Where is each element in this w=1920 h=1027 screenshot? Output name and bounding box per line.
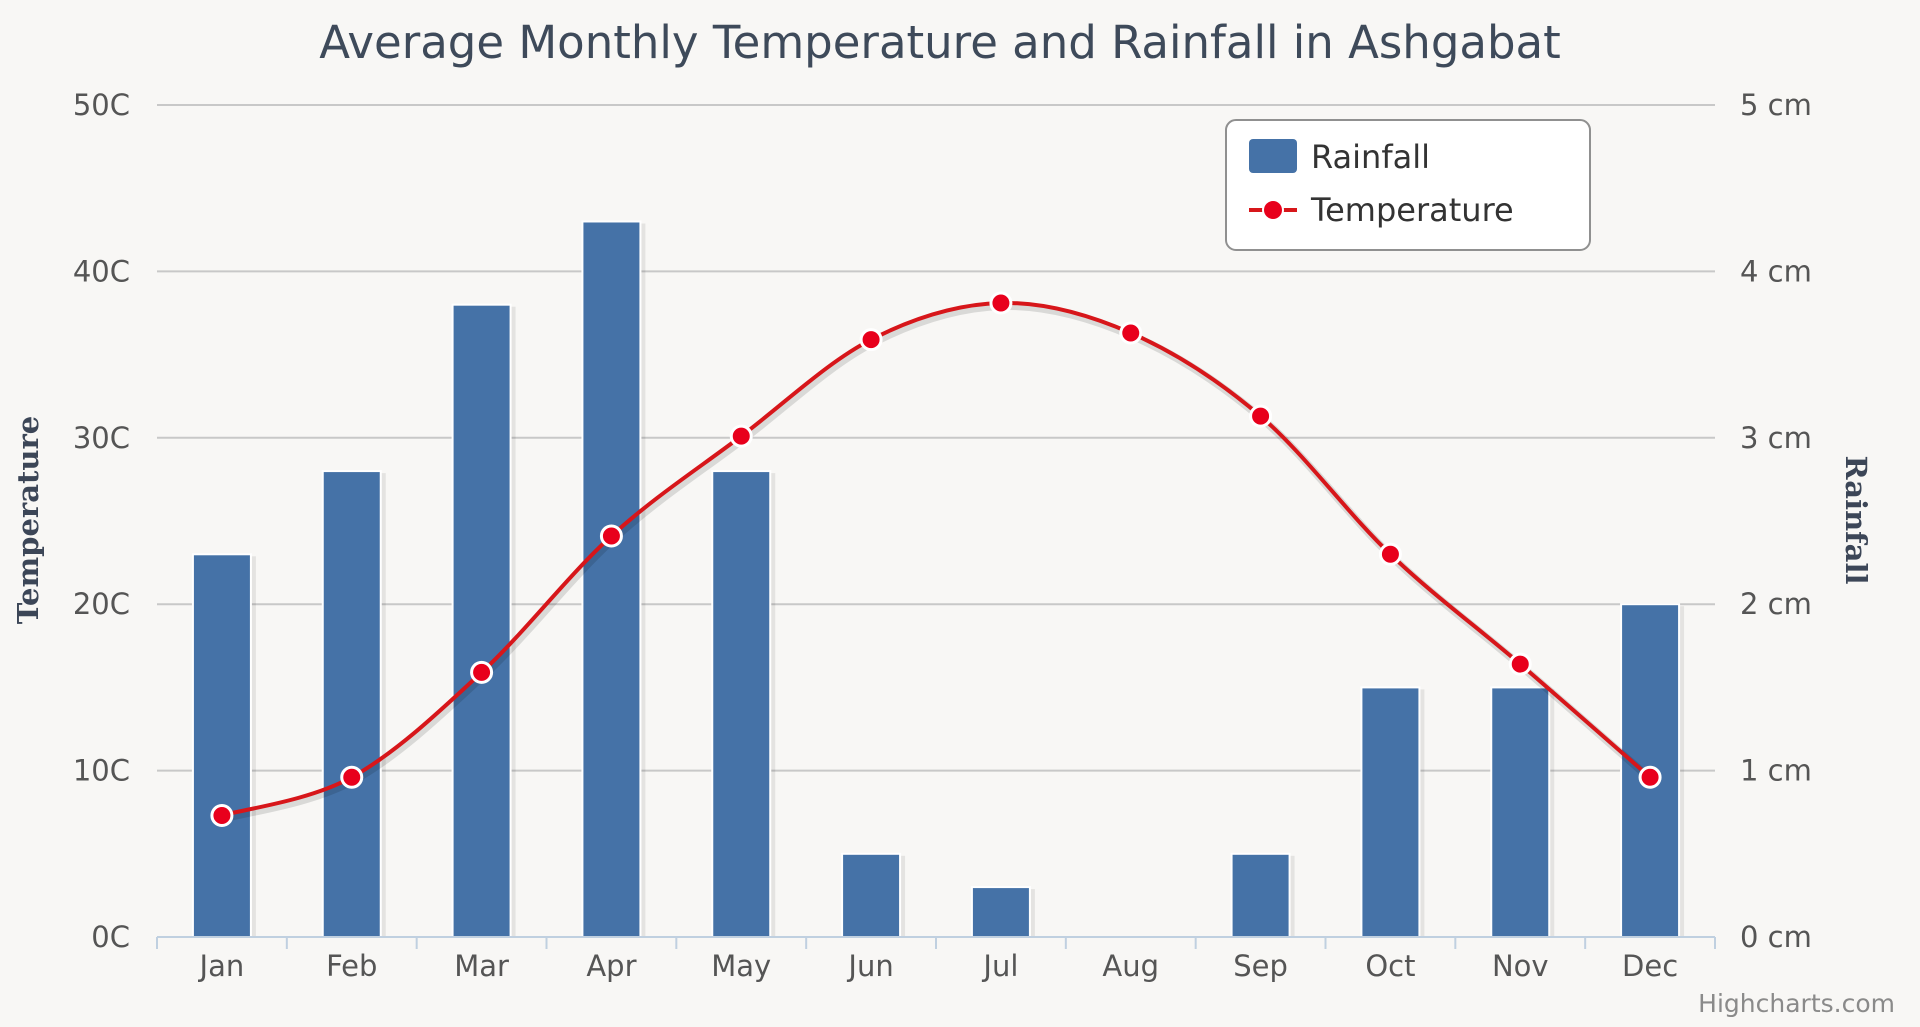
chart-title: Average Monthly Temperature and Rainfall… bbox=[319, 16, 1561, 69]
y-right-tick-label: 5 cm bbox=[1740, 88, 1812, 122]
x-tick-label: May bbox=[711, 949, 771, 983]
legend[interactable]: Rainfall Temperature bbox=[1225, 119, 1591, 251]
rainfall-bar-jan[interactable] bbox=[191, 553, 252, 939]
temperature-point-feb[interactable] bbox=[340, 765, 364, 789]
temperature-point-may[interactable] bbox=[729, 424, 753, 448]
rainfall-bar-may[interactable] bbox=[711, 470, 772, 938]
x-tick-label: Oct bbox=[1365, 949, 1415, 983]
rainfall-bar-jun[interactable] bbox=[841, 852, 902, 938]
y-left-tick-label: 30C bbox=[73, 421, 130, 455]
x-tick-label: Nov bbox=[1492, 949, 1549, 983]
temperature-point-apr[interactable] bbox=[599, 524, 623, 548]
legend-temperature-marker bbox=[1262, 199, 1284, 221]
rainfall-bar-mar[interactable] bbox=[451, 303, 512, 938]
y-left-tick-label: 20C bbox=[73, 587, 130, 621]
rainfall-bar-jul[interactable] bbox=[970, 886, 1031, 939]
temperature-point-jan[interactable] bbox=[210, 804, 234, 828]
legend-rainfall-label: Rainfall bbox=[1311, 138, 1430, 176]
y-right-tick-label: 1 cm bbox=[1740, 754, 1812, 788]
temperature-point-mar[interactable] bbox=[470, 660, 494, 684]
y-left-tick-label: 40C bbox=[73, 254, 130, 288]
rainfall-bar-oct[interactable] bbox=[1360, 686, 1421, 939]
x-axis: Jan Feb Mar Apr May Jun Jul Aug Sep Oct Nov Dec bbox=[156, 936, 1716, 983]
temperature-point-aug[interactable] bbox=[1119, 321, 1143, 345]
y-axis-right: 0 cm 1 cm 2 cm 3 cm 4 cm 5 cm bbox=[1740, 88, 1812, 954]
temperature-point-nov[interactable] bbox=[1508, 652, 1532, 676]
y-left-tick-label: 10C bbox=[73, 754, 130, 788]
y-right-tick-label: 4 cm bbox=[1740, 254, 1812, 288]
rainfall-bars bbox=[191, 220, 1685, 939]
x-tick-label: Jun bbox=[846, 949, 893, 983]
temperature-line bbox=[210, 291, 1662, 828]
legend-temperature-label: Temperature bbox=[1310, 191, 1514, 229]
temperature-point-sep[interactable] bbox=[1249, 404, 1273, 428]
temperature-point-oct[interactable] bbox=[1378, 542, 1402, 566]
y-right-tick-label: 3 cm bbox=[1740, 421, 1812, 455]
y-left-tick-label: 0C bbox=[91, 920, 130, 954]
legend-item-temperature[interactable]: Temperature bbox=[1249, 191, 1514, 229]
credits-link[interactable]: Highcharts.com bbox=[1698, 989, 1895, 1018]
grid-lines bbox=[157, 104, 1715, 772]
temperature-point-jul[interactable] bbox=[989, 291, 1013, 315]
x-tick-label: Sep bbox=[1233, 949, 1288, 983]
x-tick-label: Jul bbox=[981, 949, 1018, 983]
y-axis-right-title: Rainfall bbox=[1839, 456, 1873, 585]
y-right-tick-label: 2 cm bbox=[1740, 587, 1812, 621]
rainfall-bar-sep[interactable] bbox=[1230, 852, 1291, 938]
x-tick-label: Apr bbox=[586, 949, 636, 983]
x-tick-label: Feb bbox=[326, 949, 377, 983]
x-tick-label: Aug bbox=[1102, 949, 1159, 983]
temperature-point-dec[interactable] bbox=[1638, 765, 1662, 789]
temperature-point-jun[interactable] bbox=[859, 328, 883, 352]
legend-item-rainfall[interactable]: Rainfall bbox=[1249, 138, 1430, 176]
y-left-tick-label: 50C bbox=[73, 88, 130, 122]
y-axis-left: 0C 10C 20C 30C 40C 50C bbox=[73, 88, 130, 954]
rainfall-bar-nov[interactable] bbox=[1490, 686, 1551, 939]
legend-box bbox=[1225, 119, 1591, 251]
y-axis-left-title: Temperature bbox=[11, 416, 45, 624]
y-right-tick-label: 0 cm bbox=[1740, 920, 1812, 954]
rainfall-bar-apr[interactable] bbox=[581, 220, 642, 939]
rainfall-bar-feb[interactable] bbox=[321, 470, 382, 938]
x-tick-label: Jan bbox=[198, 949, 245, 983]
x-tick-label: Mar bbox=[454, 949, 509, 983]
legend-rainfall-swatch bbox=[1249, 139, 1297, 173]
x-tick-label: Dec bbox=[1622, 949, 1678, 983]
